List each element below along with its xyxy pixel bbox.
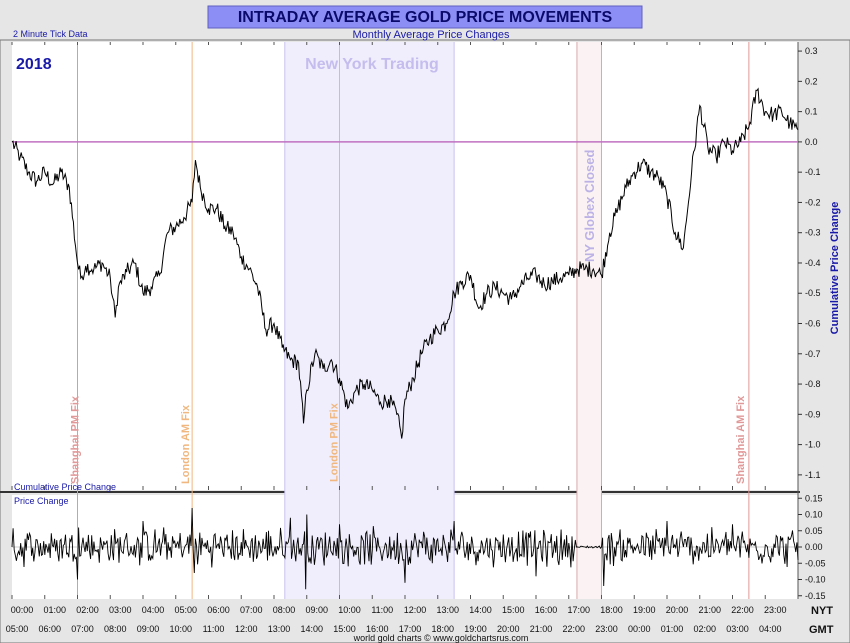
year-label: 2018	[16, 56, 52, 73]
main-ytick-label: -0.1	[805, 167, 821, 177]
cumulative-price-line	[11, 87, 799, 439]
gmt-tick-label: 06:00	[38, 624, 61, 634]
gmt-axis-label: GMT	[809, 624, 834, 636]
sub-panel-label: Price Change	[14, 496, 69, 506]
gmt-tick-label: 21:00	[530, 624, 553, 634]
main-panel-label: Cumulative Price Change	[14, 482, 116, 492]
sub-ytick-label: -0.05	[805, 558, 826, 568]
gmt-tick-label: 17:00	[399, 624, 422, 634]
nyt-tick-label: 07:00	[240, 605, 263, 615]
main-ytick-label: -0.3	[805, 228, 821, 238]
gmt-tick-label: 16:00	[366, 624, 389, 634]
main-ytick-label: 0.0	[805, 137, 818, 147]
nyt-tick-label: 15:00	[502, 605, 525, 615]
gmt-tick-label: 01:00	[661, 624, 684, 634]
main-ytick-label: -0.4	[805, 258, 821, 268]
nyt-tick-label: 10:00	[338, 605, 361, 615]
nyt-tick-label: 19:00	[633, 605, 656, 615]
nyt-tick-label: 05:00	[174, 605, 197, 615]
title-bar	[207, 5, 643, 29]
gmt-tick-label: 10:00	[169, 624, 192, 634]
gmt-tick-label: 13:00	[268, 624, 291, 634]
main-ytick-label: 0.3	[805, 46, 818, 56]
main-ytick-label: -0.2	[805, 197, 821, 207]
nyt-tick-label: 08:00	[273, 605, 296, 615]
cumulative-axis-label: Cumulative Price Change	[829, 202, 841, 335]
gmt-tick-label: 05:00	[6, 624, 29, 634]
main-ytick-label: -0.7	[805, 349, 821, 359]
nyt-tick-label: 06:00	[207, 605, 230, 615]
sub-ytick-label: 0.00	[805, 542, 823, 552]
sub-ytick-label: 0.10	[805, 510, 823, 520]
london-am-fix-label: London AM Fix	[180, 404, 192, 484]
gmt-tick-label: 19:00	[464, 624, 487, 634]
chart-subtitle: Monthly Average Price Changes	[353, 29, 510, 41]
main-ytick-label: -0.6	[805, 319, 821, 329]
nyt-tick-label: 11:00	[371, 605, 393, 615]
main-ytick-label: -0.8	[805, 379, 821, 389]
outer-frame	[0, 39, 850, 643]
nyt-tick-label: 23:00	[764, 605, 787, 615]
gmt-tick-label: 09:00	[137, 624, 160, 634]
main-ytick-label: -1.0	[805, 440, 821, 450]
price-change-line	[11, 507, 799, 590]
ny-globex-closed-label: NY Globex Closed	[582, 149, 597, 262]
nyt-tick-label: 00:00	[11, 605, 34, 615]
gmt-tick-label: 18:00	[431, 624, 454, 634]
sub-ytick-label: -0.10	[805, 575, 826, 585]
main-ytick-label: -0.5	[805, 288, 821, 298]
nyt-tick-label: 03:00	[109, 605, 132, 615]
shanghai-am-fix-label: Shanghai AM Fix	[735, 395, 747, 484]
main-ytick-label: 0.2	[805, 76, 818, 86]
gmt-tick-label: 04:00	[759, 624, 782, 634]
gmt-tick-label: 03:00	[726, 624, 749, 634]
sub-ytick-label: 0.05	[805, 526, 823, 536]
globex-closed-band	[576, 42, 602, 599]
nyt-tick-label: 20:00	[666, 605, 689, 615]
nyt-axis-label: NYT	[811, 605, 833, 617]
gmt-tick-label: 23:00	[595, 624, 618, 634]
ny-trading-label: New York Trading	[305, 56, 439, 73]
gmt-tick-label: 11:00	[203, 624, 225, 634]
tick-note: 2 Minute Tick Data	[13, 29, 88, 39]
main-ytick-label: 0.1	[805, 107, 818, 117]
london-pm-fix-label: London PM Fix	[329, 402, 341, 482]
nyt-tick-label: 04:00	[142, 605, 165, 615]
sub-ytick-label: 0.15	[805, 493, 823, 503]
nyt-tick-label: 12:00	[404, 605, 427, 615]
nyt-tick-label: 14:00	[469, 605, 492, 615]
shanghai-pm-fix-label: Shanghai PM Fix	[70, 395, 82, 484]
sub-ytick-label: -0.15	[805, 591, 826, 601]
nyt-tick-label: 17:00	[567, 605, 590, 615]
gmt-tick-label: 15:00	[333, 624, 356, 634]
nyt-tick-label: 21:00	[698, 605, 721, 615]
gmt-tick-label: 08:00	[104, 624, 127, 634]
gmt-tick-label: 20:00	[497, 624, 520, 634]
gmt-tick-label: 22:00	[562, 624, 585, 634]
gmt-tick-label: 14:00	[300, 624, 323, 634]
gmt-tick-label: 02:00	[693, 624, 716, 634]
nyt-tick-label: 09:00	[305, 605, 328, 615]
nyt-tick-label: 22:00	[731, 605, 754, 615]
chart-title: INTRADAY AVERAGE GOLD PRICE MOVEMENTS	[238, 9, 613, 26]
ny-trading-band	[284, 42, 455, 599]
main-ytick-label: -0.9	[805, 409, 821, 419]
nyt-tick-label: 01:00	[43, 605, 66, 615]
nyt-tick-label: 13:00	[436, 605, 459, 615]
gmt-tick-label: 00:00	[628, 624, 651, 634]
nyt-tick-label: 02:00	[76, 605, 99, 615]
gmt-tick-label: 07:00	[71, 624, 94, 634]
main-ytick-label: -1.1	[805, 470, 821, 480]
nyt-tick-label: 18:00	[600, 605, 623, 615]
credit-text: world gold charts © www.goldchartsrus.co…	[353, 633, 529, 643]
gmt-tick-label: 12:00	[235, 624, 258, 634]
nyt-tick-label: 16:00	[535, 605, 558, 615]
